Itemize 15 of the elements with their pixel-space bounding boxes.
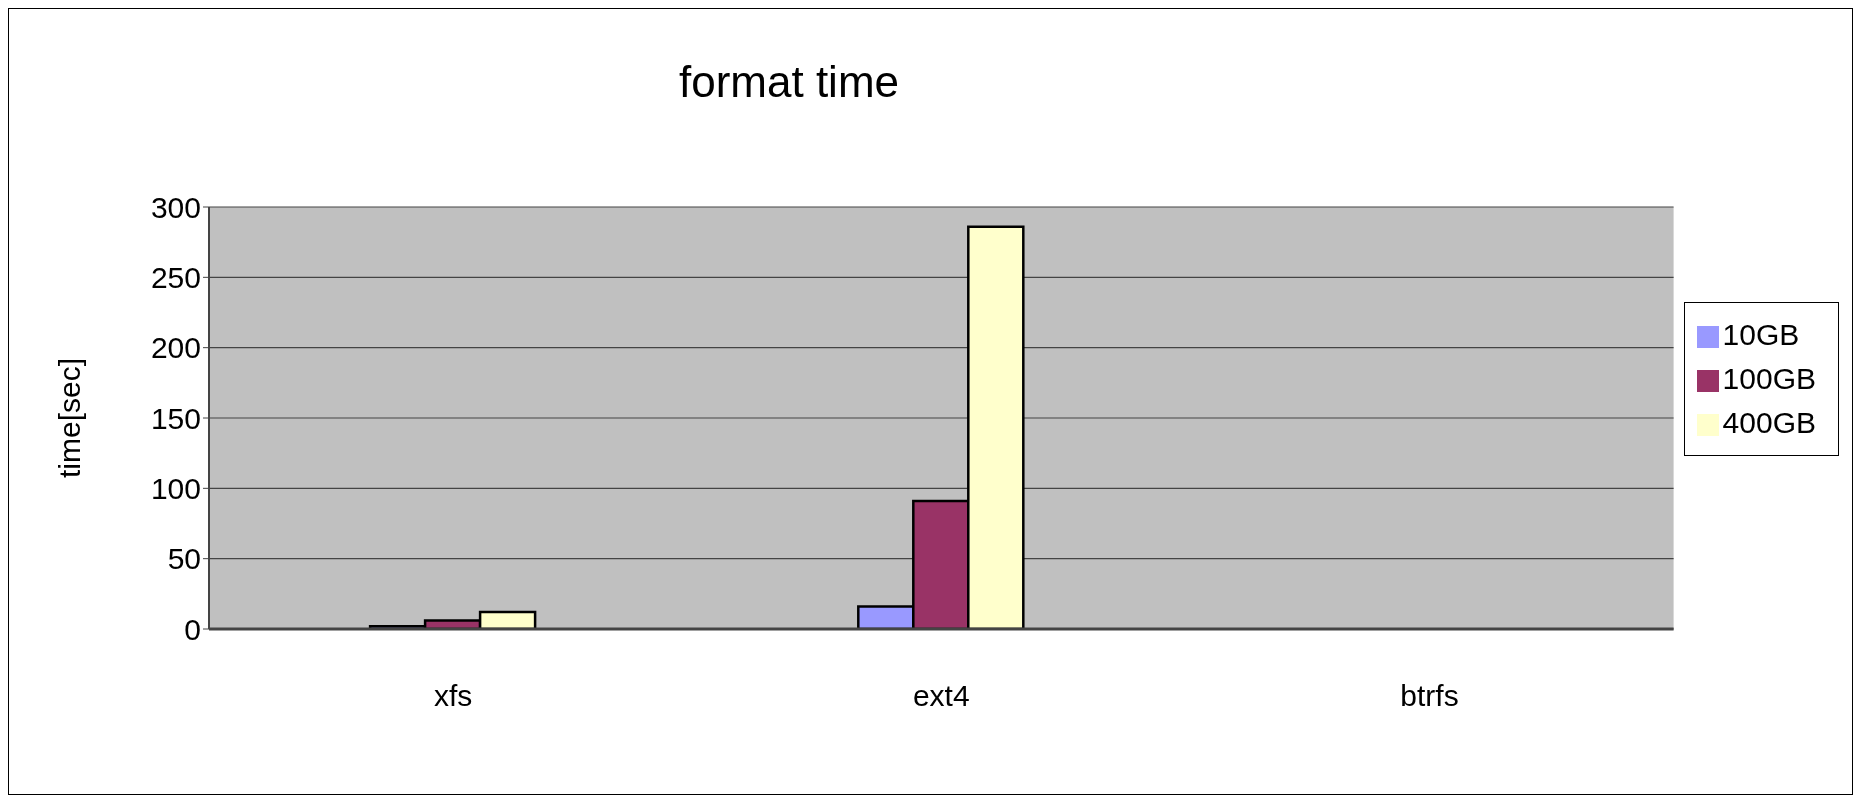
legend-label: 100GB	[1722, 362, 1816, 395]
chart-title: format time	[677, 57, 900, 107]
y-tick-label: 100	[150, 471, 201, 505]
x-tick-label: ext4	[912, 679, 970, 713]
legend-label: 400GB	[1722, 406, 1816, 439]
y-tick-label: 300	[150, 190, 201, 224]
y-tick-label: 250	[150, 260, 201, 294]
x-tick-label: btrfs	[1400, 679, 1459, 713]
y-tick-label: 150	[150, 401, 201, 435]
y-tick-label: 50	[167, 542, 201, 576]
y-tick-label: 0	[184, 612, 201, 646]
y-axis-title: time[sec]	[52, 357, 86, 479]
x-tick-label: xfs	[433, 679, 473, 713]
y-tick-label: 200	[150, 331, 201, 365]
legend-label: 10GB	[1722, 318, 1800, 351]
